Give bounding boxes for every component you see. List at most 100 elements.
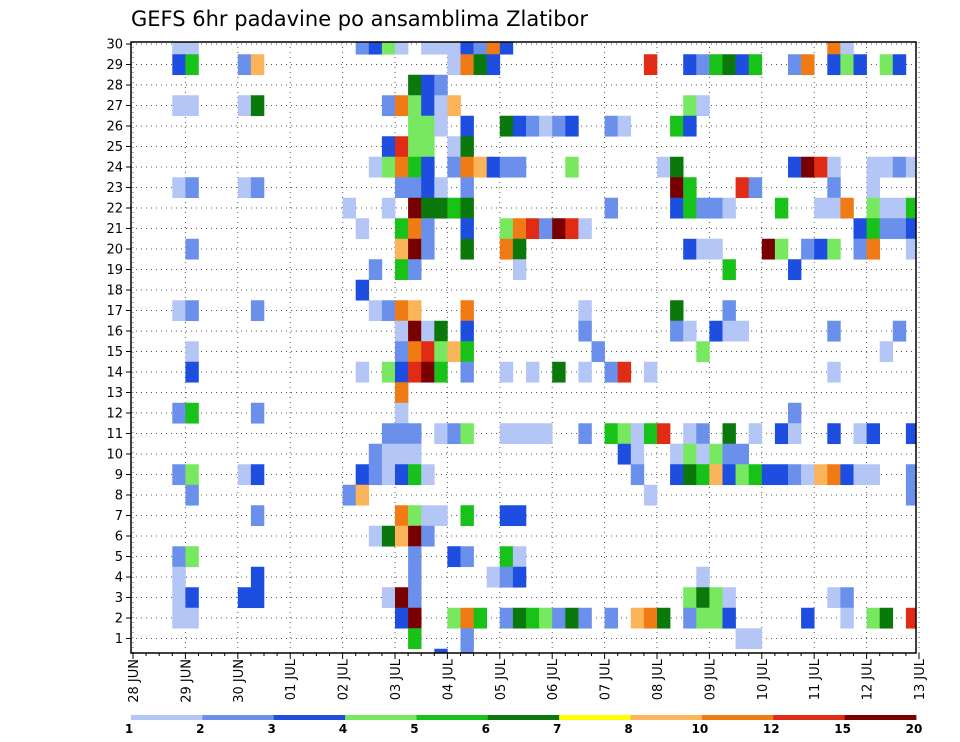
heatmap-cell [696,54,710,76]
heatmap-cell [814,464,828,486]
heatmap-cell [368,156,383,178]
heatmap-cell [683,238,697,260]
colorbar-label: 12 [763,722,780,736]
heatmap-cell [814,156,828,178]
heatmap-cell [670,300,684,322]
heatmap-cell [460,423,474,445]
heatmap-cell [395,320,409,342]
heatmap-cell [827,423,841,445]
heatmap-cell [421,136,435,158]
heatmap-cell [879,218,894,240]
heatmap-cell [892,156,907,178]
heatmap-cell [565,607,579,629]
heatmap-cell [237,54,252,76]
x-tick-label: 05 JUL [494,658,509,700]
heatmap-cell [683,177,697,199]
heatmap-cell [421,115,435,137]
heatmap-cell [617,443,632,465]
heatmap-cell [395,156,409,178]
heatmap-cell [408,218,422,240]
y-tick-label: 2 [115,612,123,627]
heatmap-cell [408,74,422,96]
heatmap-cell [381,42,396,55]
heatmap-cell [499,361,514,383]
heatmap-cell [617,361,632,383]
heatmap-cell [408,177,422,199]
heatmap-cell [408,525,422,547]
heatmap-cell [840,54,854,76]
heatmap-cell [460,115,474,137]
heatmap-cell [408,197,422,219]
heatmap-cell [172,464,186,486]
heatmap-cell [460,546,474,568]
heatmap-cell [853,54,867,76]
heatmap-cell [185,607,199,629]
heatmap-cell [408,505,422,527]
heatmap-cell [408,546,422,568]
heatmap-cell [172,402,186,424]
heatmap-cell [421,525,435,547]
y-tick-label: 14 [106,366,123,381]
heatmap-cell [722,464,736,486]
heatmap-cell [185,42,199,55]
heatmap-cell [381,156,396,178]
heatmap-cell [696,443,710,465]
heatmap-cell [683,423,697,445]
heatmap-cell [499,42,514,55]
colorbar-swatch [202,715,275,720]
heatmap-cell [539,115,553,137]
heatmap-cell [670,156,684,178]
heatmap-cell [421,341,435,363]
x-tick-label: 07 JUL [599,658,614,700]
heatmap-cell [395,42,409,55]
y-tick-label: 24 [106,161,123,176]
heatmap-cell [722,197,736,219]
heatmap-cell [552,607,566,629]
heatmap-cell [905,464,917,486]
heatmap-cell [434,505,448,527]
heatmap-cell [630,443,645,465]
heatmap-cell [434,648,448,654]
y-tick-label: 18 [106,284,123,299]
heatmap-cell [434,95,448,117]
heatmap-cell [408,320,422,342]
heatmap-cell [670,115,684,137]
y-tick-label: 30 [106,38,123,53]
heatmap-cell [460,628,474,650]
heatmap-cell [735,628,749,650]
x-tick-label: 28 JUN [127,659,142,703]
heatmap-cell [879,197,894,219]
heatmap-cell [827,54,841,76]
heatmap-cell [853,464,867,486]
x-tick-label: 29 JUN [179,659,194,703]
heatmap-cell [840,607,854,629]
heatmap-cell [840,464,854,486]
heatmap-cell [512,566,527,588]
heatmap-cell [552,218,566,240]
heatmap-cell [827,156,841,178]
heatmap-cell [473,156,487,178]
x-tick-label: 08 JUL [651,658,666,700]
heatmap-cell [185,402,199,424]
heatmap-cell [892,54,907,76]
heatmap-cell [368,42,383,55]
colorbar-label: 4 [339,722,347,736]
heatmap-cell [722,587,736,609]
heatmap-cell [421,95,435,117]
heatmap-cell [395,136,409,158]
heatmap-cell [447,546,461,568]
heatmap-cell [499,238,514,260]
colorbar-swatch [345,715,417,720]
heatmap-cell [866,607,880,629]
heatmap-cell [486,566,501,588]
heatmap-cell [499,115,514,137]
heatmap-cell [905,238,917,260]
heatmap-cell [172,546,186,568]
heatmap-cell [801,238,815,260]
colorbar-label: 5 [410,722,418,736]
heatmap-cell [355,42,370,55]
heatmap-cell [421,505,435,527]
heatmap-cell [499,546,514,568]
heatmap-cell [408,361,422,383]
heatmap-cell [801,607,815,629]
